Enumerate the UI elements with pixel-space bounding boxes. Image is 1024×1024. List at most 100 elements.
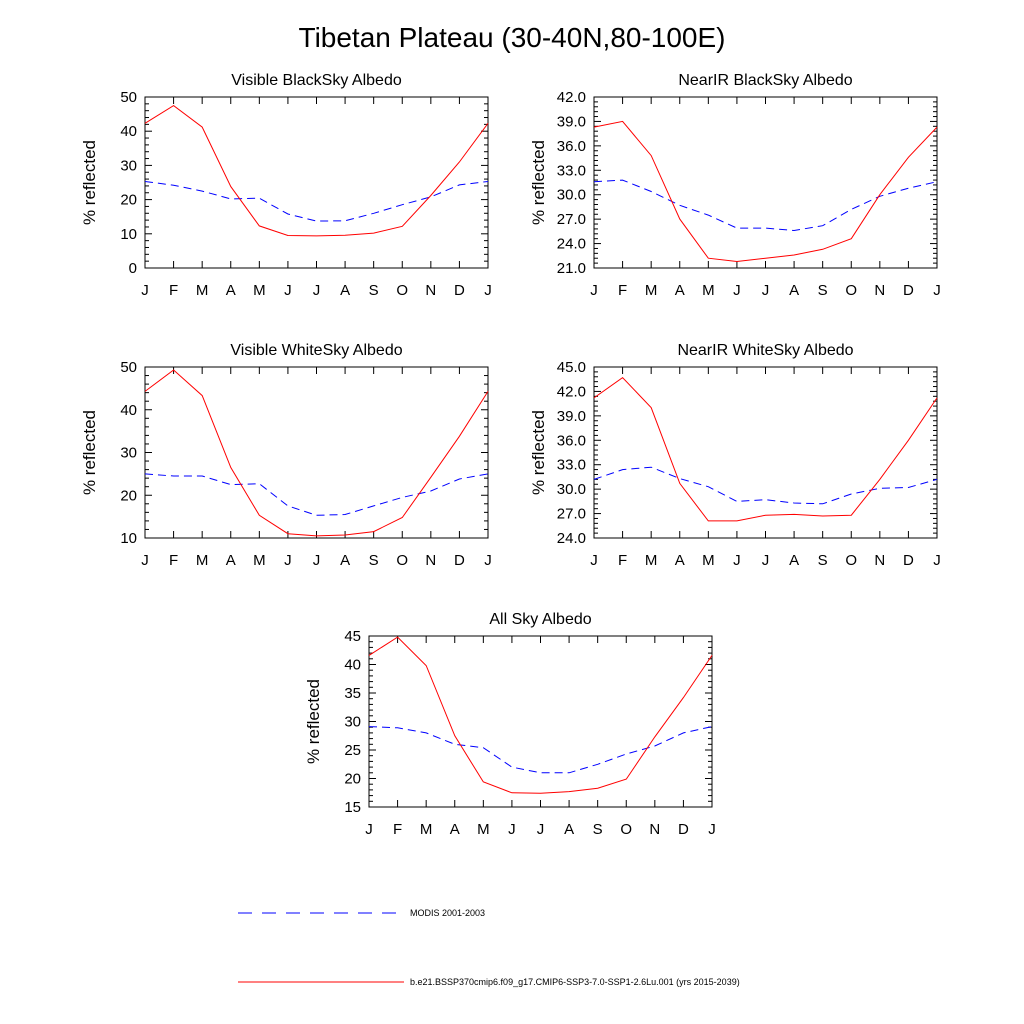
plot-frame (144, 366, 489, 539)
series-line-model (144, 369, 489, 537)
y-tick-label: 35 (344, 685, 361, 702)
x-tick-label: J (762, 552, 770, 569)
x-tick-label: J (762, 282, 770, 299)
y-axis-label: % reflected (529, 410, 548, 495)
x-tick-label: D (903, 552, 914, 569)
y-tick-label: 45 (344, 628, 361, 645)
x-tick-label: A (675, 552, 685, 569)
panel-title: All Sky Albedo (489, 611, 591, 628)
y-tick-label: 21.0 (557, 260, 586, 277)
y-tick-label: 10 (120, 226, 137, 243)
y-tick-label: 50 (120, 359, 137, 376)
x-tick-label: M (645, 282, 658, 299)
series-line-modis (593, 466, 938, 505)
y-tick-label: 20 (120, 192, 137, 209)
x-tick-label: J (733, 282, 741, 299)
x-tick-label: A (789, 282, 799, 299)
x-tick-label: O (845, 552, 857, 569)
x-tick-label: J (484, 282, 492, 299)
x-tick-label: J (933, 282, 941, 299)
x-tick-label: J (708, 821, 716, 838)
series-line-model (593, 120, 938, 263)
chart-panels: Visible BlackSky Albedo % reflected 0 10 20 3… (80, 72, 941, 838)
plot-frame (368, 635, 713, 808)
x-tick-label: A (226, 282, 236, 299)
x-tick-label: F (393, 821, 402, 838)
x-tick-label: M (477, 821, 490, 838)
x-tick-label: M (702, 552, 715, 569)
x-tick-label: M (196, 282, 209, 299)
panel-title: NearIR WhiteSky Albedo (677, 342, 853, 359)
x-tick-label: D (454, 282, 465, 299)
x-tick-label: N (425, 282, 436, 299)
y-tick-label: 25 (344, 742, 361, 759)
x-tick-label: F (618, 282, 627, 299)
y-tick-label: 33.0 (557, 162, 586, 179)
x-tick-label: O (396, 282, 408, 299)
series-line-modis (144, 181, 489, 222)
x-tick-label: M (253, 552, 266, 569)
x-tick-label: J (933, 552, 941, 569)
x-tick-label: J (313, 282, 321, 299)
x-tick-label: S (593, 821, 603, 838)
x-tick-label: J (508, 821, 516, 838)
x-tick-label: N (649, 821, 660, 838)
x-tick-label: A (226, 552, 236, 569)
x-tick-label: M (645, 552, 658, 569)
y-tick-label: 27.0 (557, 211, 586, 228)
y-tick-label: 20 (344, 771, 361, 788)
y-tick-label: 40 (344, 657, 361, 674)
y-tick-label: 36.0 (557, 138, 586, 155)
chart-panel-5: All Sky Albedo % reflected 15 20 25 30 35 40 45 J… (304, 611, 716, 838)
plot-frame (593, 366, 938, 539)
x-tick-label: D (678, 821, 689, 838)
x-tick-label: M (196, 552, 209, 569)
series-line-model (593, 376, 938, 522)
series-line-modis (368, 726, 713, 774)
x-tick-label: J (141, 552, 149, 569)
y-tick-label: 27.0 (557, 506, 586, 523)
series-line-model (368, 636, 713, 794)
y-tick-label: 30 (120, 445, 137, 462)
y-axis-label: % reflected (304, 679, 323, 764)
y-tick-label: 30.0 (557, 187, 586, 204)
legend: MODIS 2001-2003 b.e21.BSSP370cmip6.f09_g1… (238, 908, 740, 987)
x-tick-label: A (675, 282, 685, 299)
chart-panel-2: NearIR BlackSky Albedo % reflected 21.0 24.… (529, 72, 941, 299)
y-tick-label: 30.0 (557, 481, 586, 498)
series-line-modis (593, 179, 938, 232)
x-tick-label: M (702, 282, 715, 299)
x-tick-label: N (425, 552, 436, 569)
legend-label-2: b.e21.BSSP370cmip6.f09_g17.CMIP6-SSP3-7.… (410, 977, 740, 987)
y-axis-label: % reflected (80, 140, 99, 225)
y-tick-label: 42.0 (557, 383, 586, 400)
y-tick-label: 20 (120, 487, 137, 504)
x-tick-label: S (818, 282, 828, 299)
x-tick-label: A (789, 552, 799, 569)
chart-panel-4: NearIR WhiteSky Albedo % reflected 24.0 27.… (529, 342, 941, 569)
x-tick-label: D (903, 282, 914, 299)
y-tick-label: 39.0 (557, 113, 586, 130)
legend-label-1: MODIS 2001-2003 (410, 908, 485, 918)
y-tick-label: 39.0 (557, 408, 586, 425)
y-tick-label: 24.0 (557, 236, 586, 253)
x-tick-label: J (590, 282, 598, 299)
y-tick-label: 36.0 (557, 432, 586, 449)
y-tick-label: 40 (120, 123, 137, 140)
x-tick-label: J (590, 552, 598, 569)
panel-title: Visible WhiteSky Albedo (230, 342, 402, 359)
x-tick-label: N (874, 282, 885, 299)
x-tick-label: J (284, 552, 292, 569)
x-tick-label: A (340, 282, 350, 299)
x-tick-label: J (537, 821, 545, 838)
x-tick-label: J (484, 552, 492, 569)
x-tick-label: O (620, 821, 632, 838)
y-tick-label: 30 (344, 714, 361, 731)
y-tick-label: 33.0 (557, 457, 586, 474)
series-line-model (144, 104, 489, 237)
x-tick-label: D (454, 552, 465, 569)
y-tick-label: 50 (120, 89, 137, 106)
chart-panel-1: Visible BlackSky Albedo % reflected 0 10 20 3… (80, 72, 492, 299)
figure-title: Tibetan Plateau (30-40N,80-100E) (298, 22, 726, 53)
x-tick-label: O (396, 552, 408, 569)
